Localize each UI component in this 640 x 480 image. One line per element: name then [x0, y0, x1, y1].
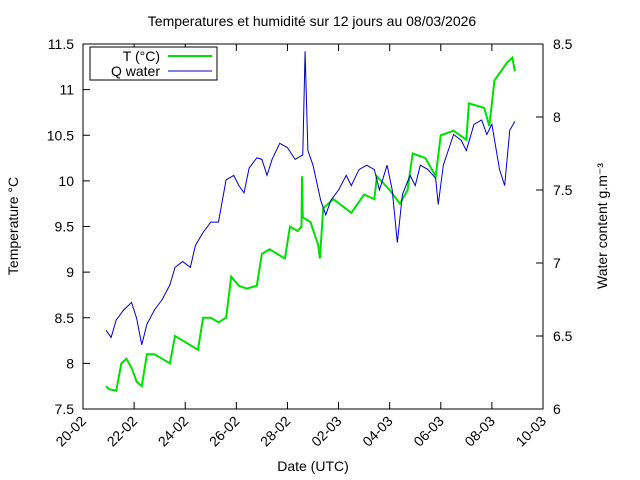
x-tick-label: 28-02 [257, 413, 294, 450]
x-tick-label: 20-02 [52, 413, 89, 450]
y2-tick-label: 7.5 [553, 182, 573, 198]
y2-tick-label: 8 [553, 109, 561, 125]
x-tick-label: 02-03 [308, 413, 345, 450]
y-tick-label: 9 [66, 264, 74, 280]
y-tick-label: 8 [66, 355, 74, 371]
x-tick-label: 10-03 [512, 413, 549, 450]
y-axis-label: Temperature °C [5, 177, 21, 275]
x-tick-label: 06-03 [410, 413, 447, 450]
x-tick-label: 26-02 [206, 413, 243, 450]
y-tick-label: 10.5 [47, 127, 74, 143]
y-tick-label: 9.5 [55, 219, 75, 235]
data-line [105, 55, 516, 392]
y2-tick-label: 8.5 [553, 36, 573, 52]
chart-title: Temperatures et humidité sur 12 jours au… [148, 13, 477, 29]
x-tick-label: 22-02 [104, 413, 141, 450]
y2-tick-label: 6.5 [553, 328, 573, 344]
y2-tick-label: 6 [553, 401, 561, 417]
legend-box [89, 46, 218, 81]
y-tick-label: 7.5 [55, 401, 75, 417]
y2-tick-label: 7 [553, 255, 561, 271]
x-axis-label: Date (UTC) [277, 458, 349, 474]
x-tick-label: 08-03 [461, 413, 498, 450]
x-tick-label: 04-03 [359, 413, 396, 450]
x-tick-label: 24-02 [155, 413, 192, 450]
y-tick-label: 8.5 [55, 310, 75, 326]
y2-axis-label: Water content g.m⁻³ [594, 163, 610, 289]
y-tick-label: 11.5 [48, 36, 74, 52]
y-tick-label: 10 [58, 173, 74, 189]
data-line [105, 51, 516, 345]
legend-label: T (°C) [123, 48, 160, 64]
y-tick-label: 11 [59, 82, 74, 98]
legend-label: Q water [111, 63, 160, 79]
